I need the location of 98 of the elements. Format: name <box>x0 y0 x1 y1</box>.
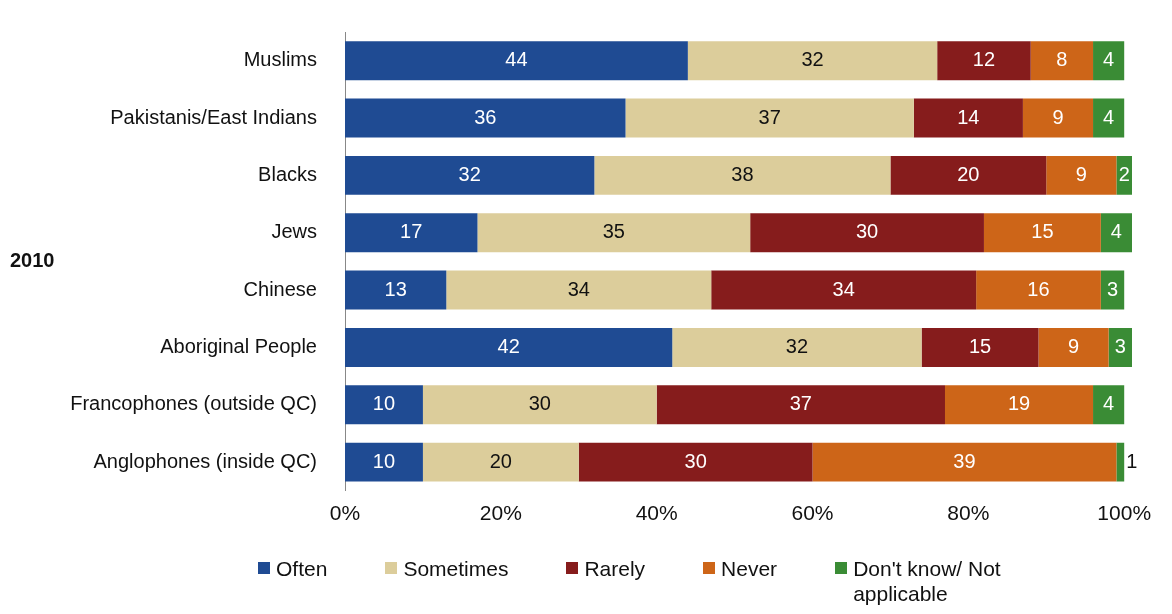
data-label: 38 <box>731 162 754 185</box>
bar <box>594 155 891 195</box>
legend-label: Don't know/ Not applicable <box>853 556 1002 606</box>
data-label: 34 <box>567 277 590 300</box>
data-label: 37 <box>789 392 812 415</box>
bar <box>345 270 447 310</box>
bar <box>345 155 595 195</box>
data-label: 12 <box>972 48 996 71</box>
x-tick-label: 60% <box>791 501 834 525</box>
data-label: 32 <box>458 162 481 185</box>
bar <box>937 41 1031 81</box>
data-label: 19 <box>1007 392 1031 415</box>
bar <box>921 327 1039 367</box>
bar <box>1093 385 1125 425</box>
data-label: 4 <box>1103 48 1115 71</box>
bar <box>687 41 938 81</box>
bar <box>345 442 423 482</box>
data-label: 34 <box>832 277 855 300</box>
legend-label: Often <box>276 556 328 581</box>
bar <box>422 385 657 425</box>
data-label: 14 <box>957 105 980 128</box>
data-label: 15 <box>968 334 992 357</box>
bar <box>812 442 1117 482</box>
data-label: 20 <box>957 162 980 185</box>
data-label: 13 <box>384 277 407 300</box>
data-label: 4 <box>1103 105 1115 128</box>
data-label: 30 <box>528 392 551 415</box>
bar <box>446 270 712 310</box>
bar <box>345 327 673 367</box>
data-label: 35 <box>602 220 625 243</box>
bar <box>345 41 688 81</box>
y-tick-label: Pakistanis/East Indians <box>110 105 317 128</box>
y-tick-label: Anglophones (inside QC) <box>93 449 317 472</box>
bar <box>345 213 478 253</box>
y-tick-label: Francophones (outside QC) <box>70 392 317 415</box>
bar <box>477 213 751 253</box>
bar <box>1046 155 1117 195</box>
y-tick-label: Blacks <box>258 162 317 185</box>
x-tick-label: 80% <box>947 501 990 525</box>
y-tick-label: Muslims <box>243 48 317 71</box>
data-label: 37 <box>758 105 781 128</box>
bar <box>944 385 1094 425</box>
data-label: 30 <box>684 449 707 472</box>
data-label: 8 <box>1056 48 1068 71</box>
y-tick-label: Chinese <box>243 277 317 300</box>
data-label: 17 <box>400 220 423 243</box>
data-label: 15 <box>1031 220 1054 243</box>
data-label: 2 <box>1118 162 1130 185</box>
legend-label: Rarely <box>584 556 646 581</box>
y-tick-label: Jews <box>271 220 317 243</box>
data-label: 9 <box>1052 105 1064 128</box>
bar <box>1093 98 1125 138</box>
bar <box>1030 41 1094 81</box>
data-label: 32 <box>801 48 824 71</box>
bar <box>345 385 423 425</box>
data-label: 44 <box>505 48 528 71</box>
bar <box>345 98 626 138</box>
data-label: 36 <box>474 105 497 128</box>
data-label: 1 <box>1126 449 1138 472</box>
bar <box>1116 442 1125 482</box>
x-tick-label: 40% <box>635 501 678 525</box>
bar <box>578 442 813 482</box>
bar <box>656 385 945 425</box>
bar <box>625 98 914 138</box>
bar <box>1100 213 1132 253</box>
bar <box>711 270 977 310</box>
data-label: 4 <box>1110 220 1122 243</box>
bar <box>983 213 1101 253</box>
data-label: 10 <box>372 449 396 472</box>
data-label: 20 <box>489 449 512 472</box>
data-label: 4 <box>1103 392 1115 415</box>
data-label: 42 <box>497 334 520 357</box>
bar <box>890 155 1047 195</box>
data-label: 9 <box>1075 162 1087 185</box>
data-label: 30 <box>855 220 879 243</box>
x-tick-label: 20% <box>479 501 522 525</box>
data-label: 9 <box>1068 334 1080 357</box>
data-label: 10 <box>372 392 396 415</box>
x-tick-label: 100% <box>1097 501 1152 525</box>
data-label: 39 <box>953 449 976 472</box>
legend-label: Never <box>721 556 778 581</box>
data-label: 3 <box>1106 277 1119 300</box>
bar <box>750 213 984 253</box>
data-label: 16 <box>1027 277 1050 300</box>
bar <box>913 98 1023 138</box>
y-axis-title: 2010 <box>10 248 55 271</box>
data-label: 32 <box>785 334 809 357</box>
bar <box>672 327 922 367</box>
x-tick-label: 0% <box>329 501 361 525</box>
bar <box>1093 41 1125 81</box>
bar <box>1022 98 1094 138</box>
bar <box>1038 327 1109 367</box>
bar <box>422 442 579 482</box>
bar <box>1116 155 1132 195</box>
data-label: 3 <box>1114 334 1126 357</box>
y-tick-label: Aboriginal People <box>160 334 317 357</box>
legend-label: Sometimes <box>403 556 509 581</box>
bar <box>976 270 1101 310</box>
